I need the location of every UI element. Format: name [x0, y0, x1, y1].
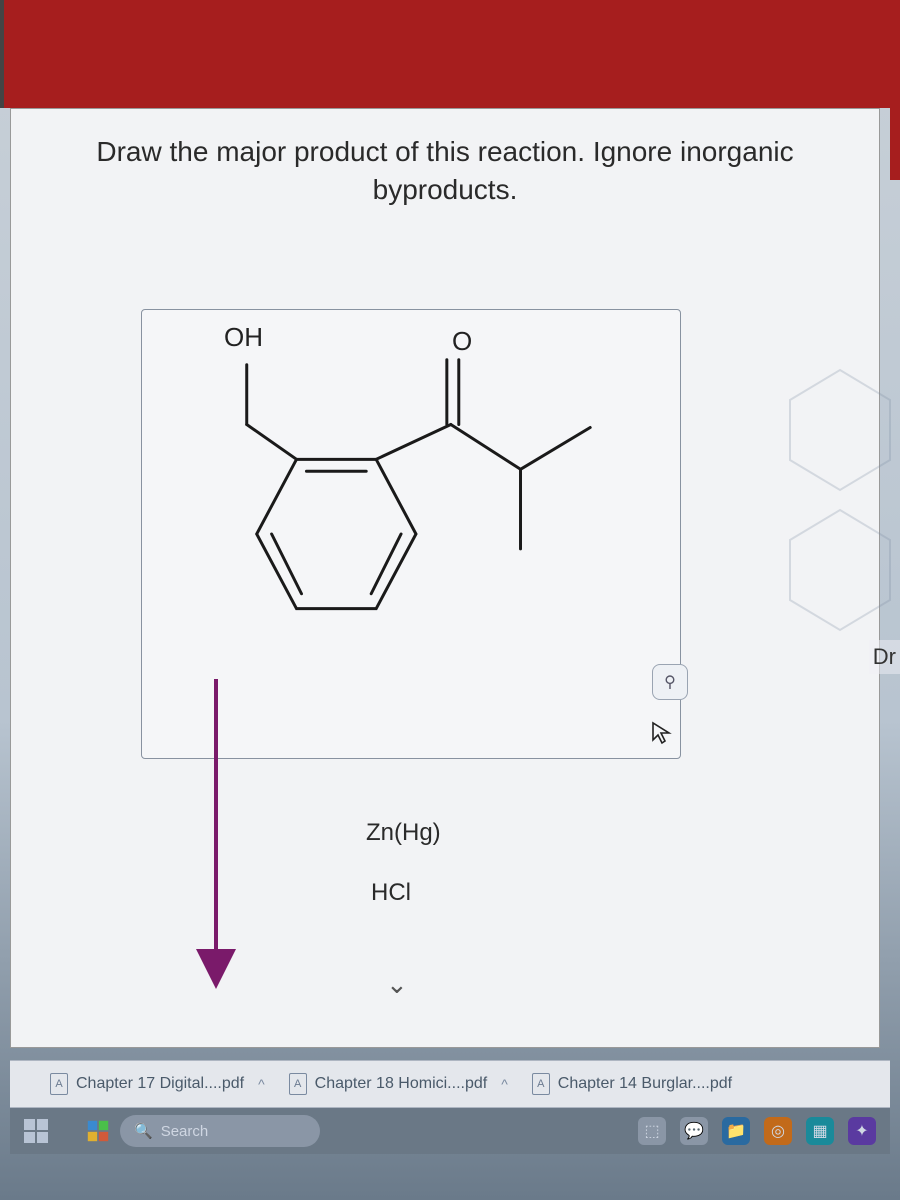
question-card: Draw the major product of this reaction.… [10, 108, 880, 1048]
reagent-bottom: HCl [371, 879, 411, 907]
reaction-arrow-area: Zn(Hg) HCl ⌄ [186, 669, 546, 999]
task-icon[interactable]: ⬚ [638, 1117, 666, 1145]
question-prompt: Draw the major product of this reaction.… [23, 127, 867, 225]
hex-watermark [780, 360, 900, 740]
app-header-edge [890, 0, 900, 180]
widgets-button[interactable] [88, 1121, 108, 1141]
side-label: Dr [869, 640, 900, 674]
downloads-bar: A Chapter 17 Digital....pdf ^ A Chapter … [10, 1060, 890, 1108]
chevron-down-icon[interactable]: ⌄ [386, 969, 408, 1000]
download-item[interactable]: A Chapter 17 Digital....pdf ^ [50, 1073, 265, 1095]
start-button[interactable] [24, 1119, 48, 1143]
chevron-up-icon[interactable]: ^ [258, 1076, 265, 1092]
download-filename: Chapter 18 Homici....pdf [315, 1075, 488, 1093]
cursor-icon [650, 720, 676, 753]
folder-icon[interactable]: 📁 [722, 1117, 750, 1145]
chevron-up-icon[interactable]: ^ [501, 1076, 508, 1092]
pdf-icon: A [532, 1073, 550, 1095]
search-placeholder: Search [161, 1123, 209, 1140]
reagent-top: Zn(Hg) [366, 819, 441, 847]
chat-icon[interactable]: 💬 [680, 1117, 708, 1145]
reaction-arrow-icon [186, 669, 306, 999]
zoom-button[interactable]: ⚲ [652, 664, 688, 700]
taskbar-search[interactable]: 🔍 Search [120, 1115, 320, 1147]
app-icon[interactable]: ◎ [764, 1117, 792, 1145]
download-filename: Chapter 17 Digital....pdf [76, 1075, 244, 1093]
taskbar-icons: ⬚ 💬 📁 ◎ ▦ ✦ [638, 1117, 876, 1145]
pdf-icon: A [50, 1073, 68, 1095]
download-filename: Chapter 14 Burglar....pdf [558, 1075, 732, 1093]
download-item[interactable]: A Chapter 18 Homici....pdf ^ [289, 1073, 508, 1095]
search-icon: 🔍 [134, 1122, 153, 1140]
taskbar: 🔍 Search ⬚ 💬 📁 ◎ ▦ ✦ [10, 1108, 890, 1154]
download-item[interactable]: A Chapter 14 Burglar....pdf [532, 1073, 732, 1095]
zoom-icon: ⚲ [664, 672, 676, 692]
pdf-icon: A [289, 1073, 307, 1095]
app-icon[interactable]: ▦ [806, 1117, 834, 1145]
app-header-band [0, 0, 890, 108]
screen: Draw the major product of this reaction.… [0, 0, 900, 1200]
app-icon[interactable]: ✦ [848, 1117, 876, 1145]
